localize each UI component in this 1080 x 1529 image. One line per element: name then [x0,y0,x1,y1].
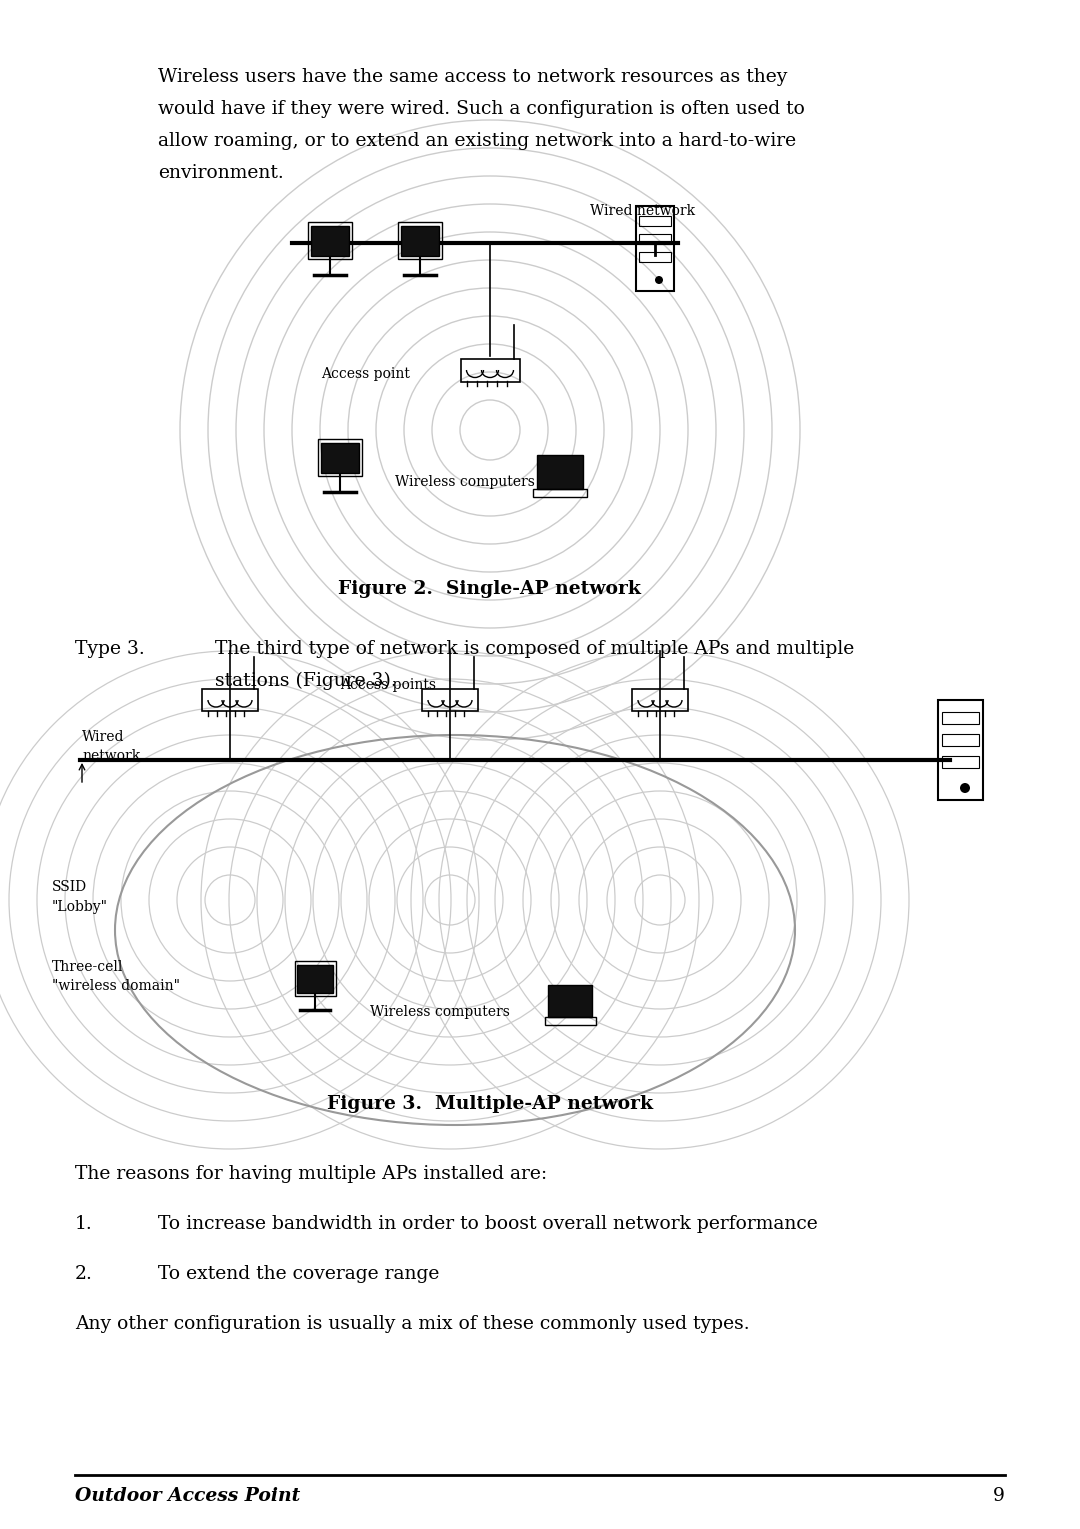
Text: Three-cell
"wireless domain": Three-cell "wireless domain" [52,960,180,994]
Text: 1.: 1. [75,1216,93,1232]
Bar [639,234,671,245]
Text: Figure 3.  Multiple-AP network: Figure 3. Multiple-AP network [327,1095,653,1113]
Text: Wireless computers: Wireless computers [395,476,535,489]
Bar [318,439,362,477]
Circle shape [654,277,663,284]
Text: Access point: Access point [321,367,410,381]
Bar [461,359,519,382]
Bar [548,985,592,1017]
Bar [942,713,978,725]
Text: The third type of network is composed of multiple APs and multiple: The third type of network is composed of… [215,641,854,657]
Bar [639,252,671,261]
Bar [297,965,333,992]
Text: To extend the coverage range: To extend the coverage range [158,1264,440,1283]
Bar [939,700,983,800]
Text: Any other configuration is usually a mix of these commonly used types.: Any other configuration is usually a mix… [75,1315,750,1333]
Text: Wired network: Wired network [590,203,696,219]
Circle shape [960,783,970,794]
Text: To increase bandwidth in order to boost overall network performance: To increase bandwidth in order to boost … [158,1216,818,1232]
Text: Wired
network: Wired network [82,729,140,763]
Text: Wireless users have the same access to network resources as they: Wireless users have the same access to n… [158,67,787,86]
Bar [639,216,671,226]
Bar [399,222,442,260]
Text: Outdoor Access Point: Outdoor Access Point [75,1488,300,1505]
Bar [311,226,349,257]
Bar [632,690,688,711]
Text: Type 3.: Type 3. [75,641,145,657]
Bar [308,222,352,260]
Text: SSID
"Lobby": SSID "Lobby" [52,881,108,913]
Text: 2.: 2. [75,1264,93,1283]
Text: Wireless computers: Wireless computers [370,1005,510,1018]
Text: environment.: environment. [158,164,284,182]
Bar [401,226,438,257]
Text: 9: 9 [994,1488,1005,1505]
Text: would have if they were wired. Such a configuration is often used to: would have if they were wired. Such a co… [158,99,805,118]
Text: allow roaming, or to extend an existing network into a hard-to-wire: allow roaming, or to extend an existing … [158,131,796,150]
Text: stations (Figure 3).: stations (Figure 3). [215,673,396,690]
Bar [636,206,674,291]
Text: The reasons for having multiple APs installed are:: The reasons for having multiple APs inst… [75,1165,548,1183]
Bar [321,443,359,472]
Bar [534,489,588,497]
Bar [942,734,978,746]
Bar [422,690,478,711]
Bar [545,1017,596,1024]
Bar [537,456,583,489]
Bar [295,960,336,995]
Text: Access points: Access points [340,677,436,693]
Bar [202,690,258,711]
Bar [942,755,978,768]
Text: Figure 2.  Single-AP network: Figure 2. Single-AP network [338,579,642,598]
